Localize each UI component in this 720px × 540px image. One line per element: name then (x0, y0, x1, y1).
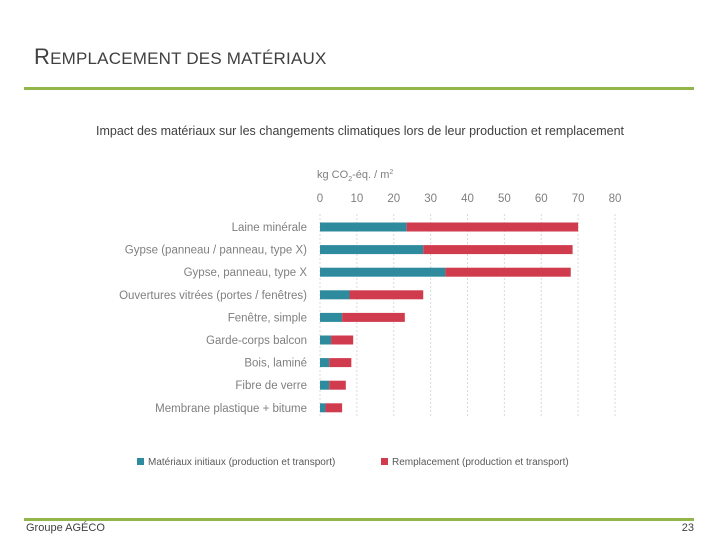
bar-replacement (406, 222, 579, 232)
legend: Matériaux initiaux (production et transp… (137, 457, 569, 468)
bar-initial (320, 380, 330, 390)
title-divider (24, 87, 694, 90)
category-label: Bois, laminé (244, 358, 307, 370)
footer-divider (24, 518, 694, 521)
category-label: Ouvertures vitrées (portes / fenêtres) (119, 290, 307, 302)
category-label: Gypse (panneau / panneau, type X) (125, 245, 307, 257)
legend-label-initial: Matériaux initiaux (production et transp… (148, 457, 335, 468)
x-tick-label: 20 (387, 193, 400, 205)
bar-initial (320, 358, 330, 368)
axis-unit-prefix: kg CO (317, 169, 349, 181)
bar-initial (320, 290, 350, 300)
x-axis-ticks: 0 10 20 30 40 50 60 70 80 (317, 193, 622, 205)
bar-initial (320, 222, 407, 232)
x-tick-label: 80 (609, 193, 622, 205)
slide-title-rest: EMPLACEMENT DES MATÉRIAUX (50, 49, 327, 68)
category-label: Gypse, panneau, type X (184, 267, 308, 279)
bar-initial (320, 245, 424, 255)
bar-initial (320, 267, 446, 277)
x-tick-label: 30 (424, 193, 437, 205)
bar-replacement (445, 267, 571, 277)
bar-replacement (329, 358, 352, 368)
category-label: Laine minérale (232, 222, 307, 234)
category-label: Fenêtre, simple (228, 312, 307, 324)
bar-replacement (342, 312, 405, 322)
x-tick-label: 10 (350, 193, 363, 205)
bar-initial (320, 312, 343, 322)
axis-unit-suffix: -éq. / m (352, 169, 389, 181)
bar-replacement (423, 245, 573, 255)
legend-swatch-replacement (381, 458, 388, 465)
bar-replacement (329, 380, 346, 390)
category-label: Garde-corps balcon (206, 335, 307, 347)
bar-replacement (331, 335, 354, 345)
axis-unit-label: kg CO2-éq. / m2 (317, 169, 393, 183)
bar-initial (320, 335, 332, 345)
legend-label-replacement: Remplacement (production et transport) (392, 457, 569, 468)
slide-title: REMPLACEMENT DES MATÉRIAUX (34, 44, 327, 70)
slide-title-initial: R (34, 44, 51, 69)
x-tick-label: 50 (498, 193, 511, 205)
footer-organization: Groupe AGÉCO (26, 522, 105, 534)
x-tick-label: 70 (572, 193, 585, 205)
category-label: Fibre de verre (235, 380, 307, 392)
bar-replacement (325, 403, 343, 413)
bar-replacement (349, 290, 424, 300)
x-tick-label: 60 (535, 193, 548, 205)
page-number: 23 (681, 522, 694, 534)
axis-unit-sub: 2 (348, 176, 352, 183)
bars (320, 222, 579, 413)
axis-unit-sup: 2 (389, 169, 393, 176)
x-tick-label: 0 (317, 193, 323, 205)
legend-swatch-initial (137, 458, 144, 465)
chart-title: Impact des matériaux sur les changements… (96, 124, 625, 138)
bar-initial (320, 403, 326, 413)
category-label: Membrane plastique + bitume (155, 403, 307, 415)
x-tick-label: 40 (461, 193, 474, 205)
category-labels: Laine minérale Gypse (panneau / panneau, … (119, 222, 307, 415)
